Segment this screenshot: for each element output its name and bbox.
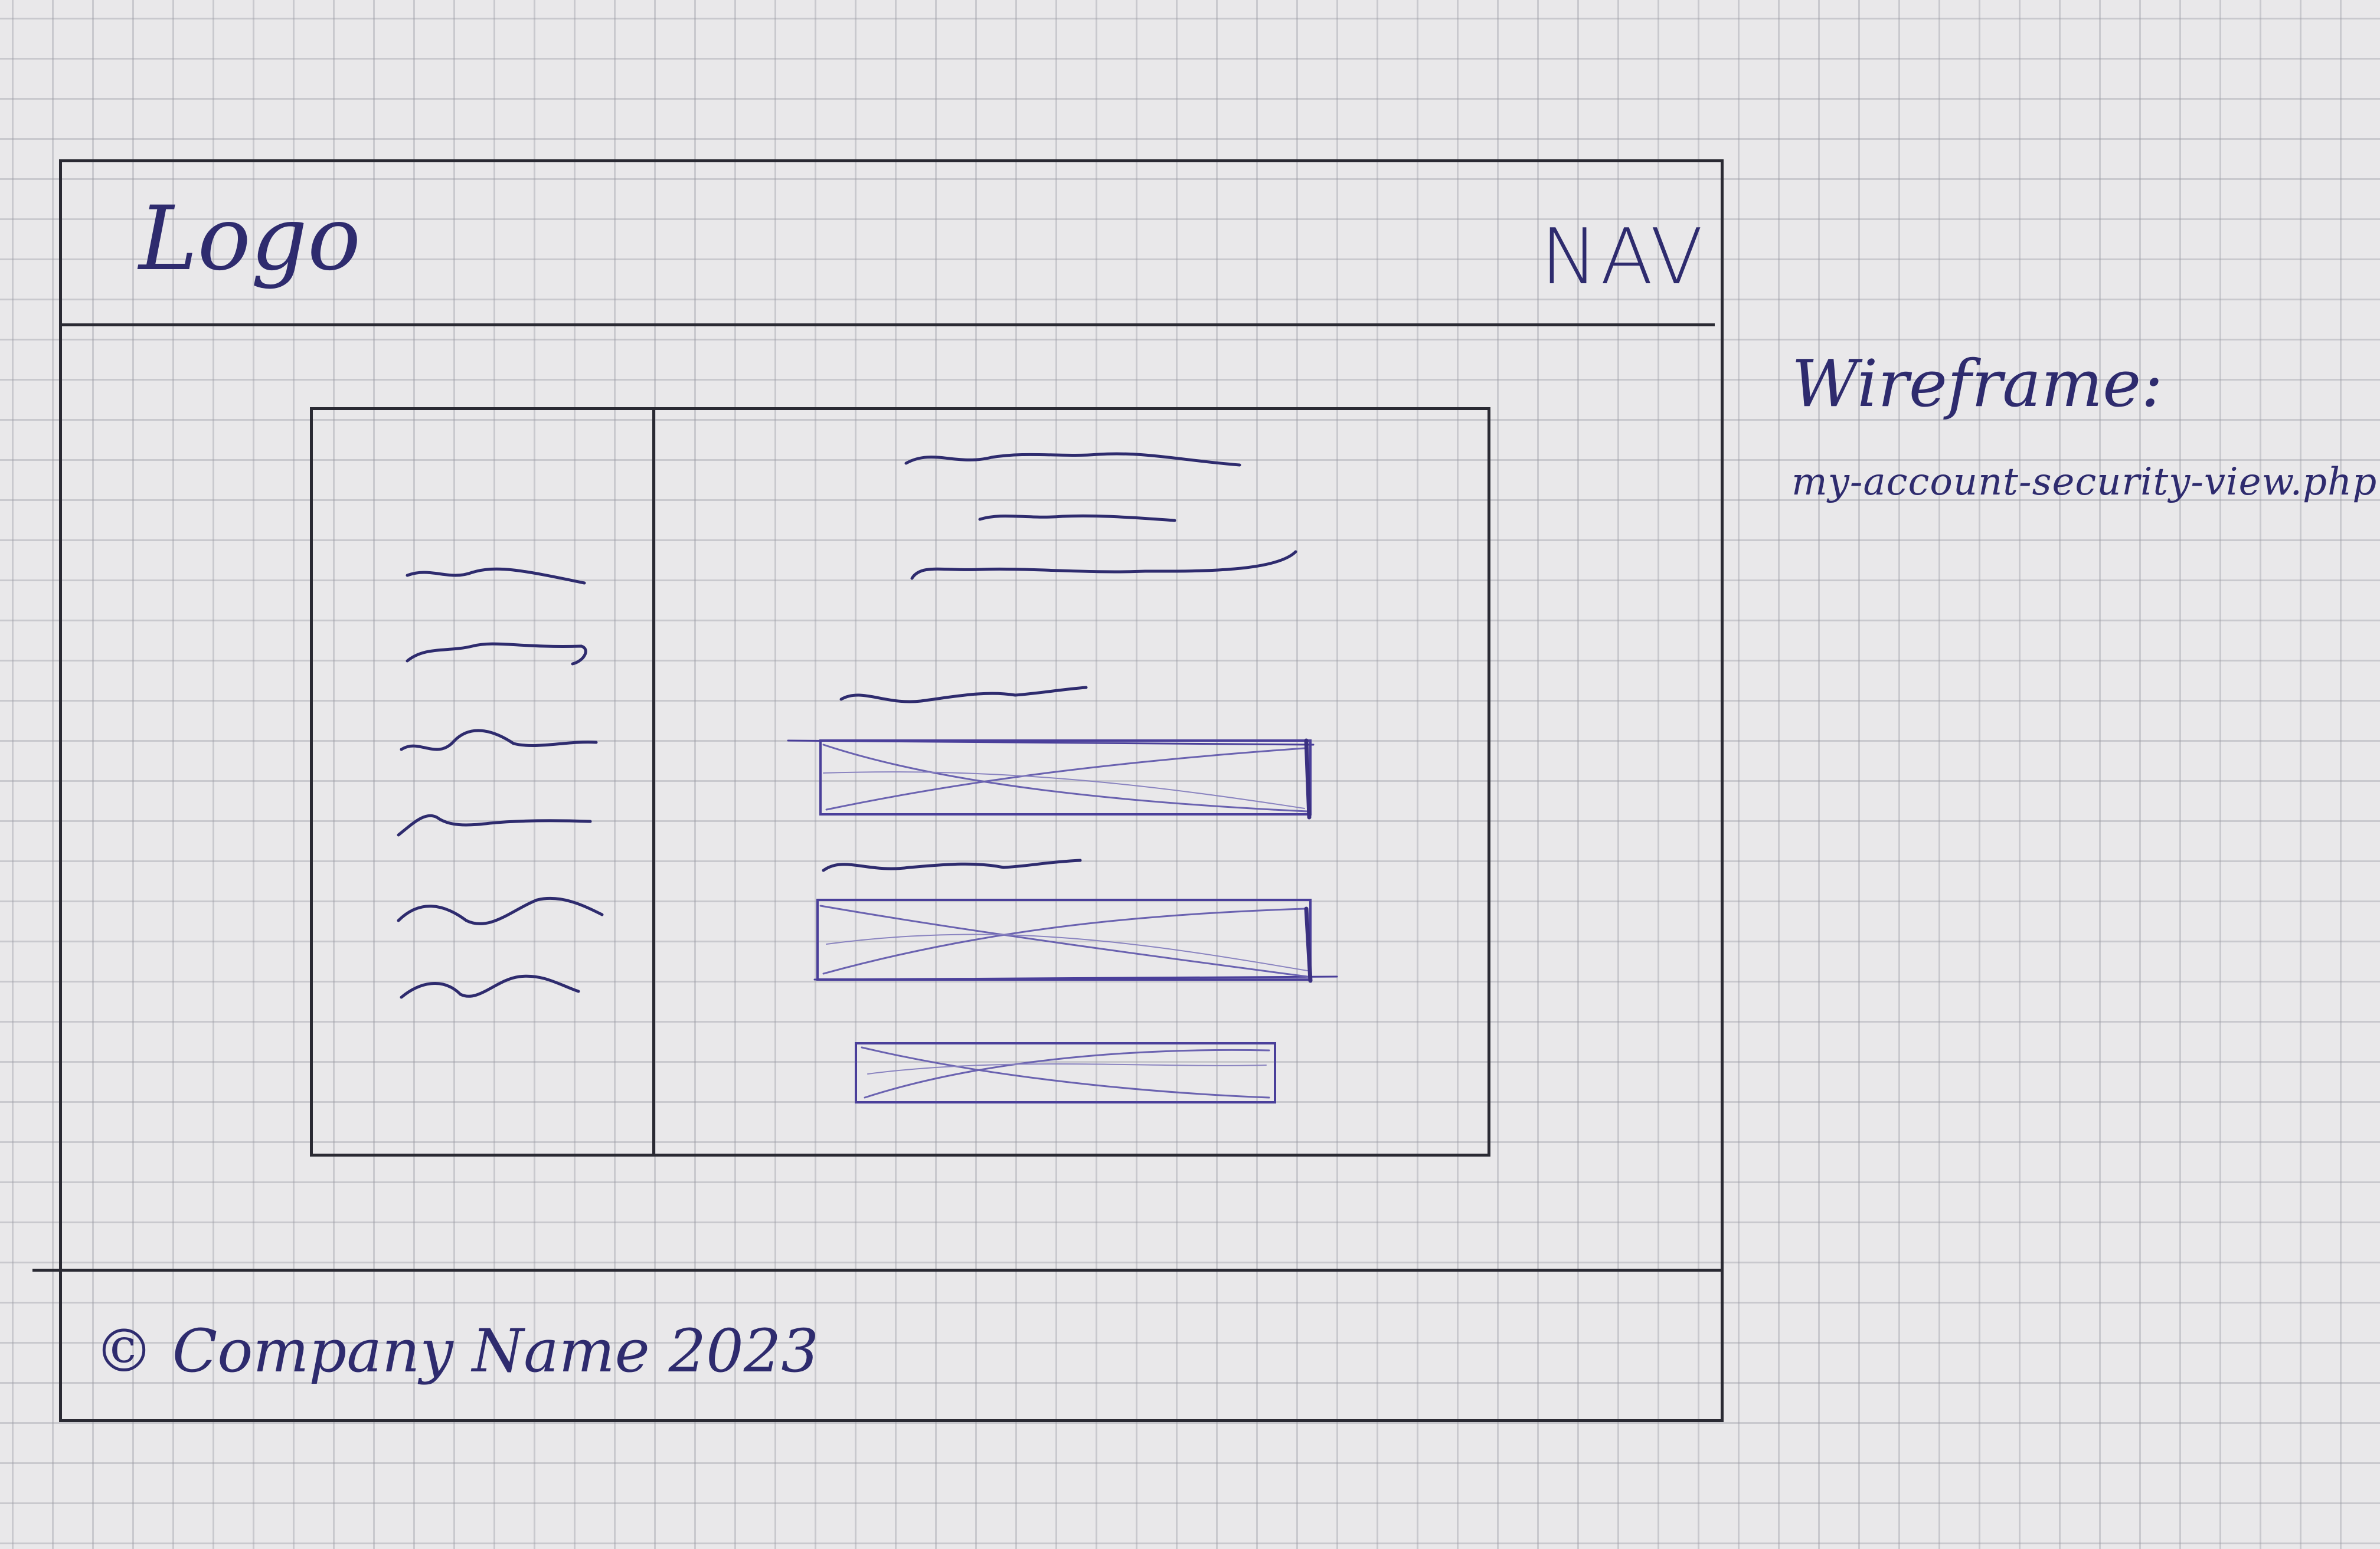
content-box: [310, 407, 1490, 1157]
sidebar-item-6[interactable]: [400, 974, 580, 999]
sidebar-item-4[interactable]: [397, 814, 592, 837]
main-heading-line-3: [910, 550, 1297, 580]
form-label-2: [822, 859, 1082, 872]
main-heading-line-2: [978, 514, 1176, 522]
footer-divider: [32, 1269, 1724, 1272]
logo[interactable]: Logo: [139, 188, 361, 290]
page-frame: [59, 159, 1724, 1422]
sidebar-item-2[interactable]: [406, 642, 587, 666]
main-heading-line-1: [904, 452, 1241, 467]
form-label-1: [839, 686, 1088, 703]
sidebar-item-5[interactable]: [397, 896, 604, 925]
header-divider: [62, 323, 1715, 326]
footer-copyright: © Company Name 2023: [94, 1317, 819, 1386]
nav-menu[interactable]: NAV: [1541, 212, 1705, 302]
form-field-2[interactable]: [813, 899, 1338, 983]
wireframe-filename: my-account-security-view.php: [1791, 460, 2378, 504]
sidebar-item-3[interactable]: [400, 729, 598, 751]
sidebar-divider: [652, 410, 655, 1155]
form-field-1[interactable]: [787, 738, 1315, 820]
submit-button[interactable]: [855, 1042, 1276, 1103]
wireframe-title: Wireframe:: [1791, 346, 2163, 421]
sidebar-item-1[interactable]: [406, 567, 586, 585]
